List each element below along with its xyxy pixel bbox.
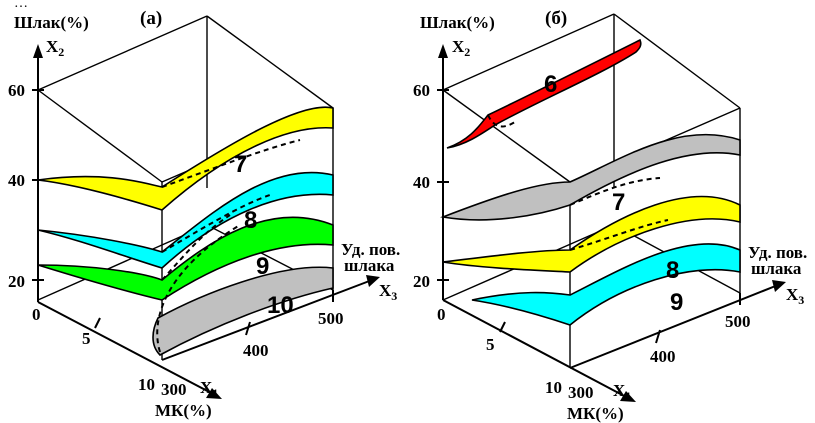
panel-b-x3-tick: 500 <box>725 312 751 331</box>
panel-a-level-label: 10 <box>267 292 294 319</box>
panel-a-x3-arrowhead <box>366 275 380 287</box>
panel-a-level-label: 8 <box>244 207 257 234</box>
panel-b-x2-tick: 20 <box>413 272 430 291</box>
panel-a-surface-cyan <box>37 171 334 269</box>
panel-b-x1-axis <box>442 299 629 399</box>
panel-a-dashed-contour <box>156 224 241 353</box>
panel-b: (б) Шлак(%) X2 60 40 20 0 5 10 300 400 5… <box>413 8 807 423</box>
panel-a-level-label: 7 <box>234 151 247 178</box>
panel-a-x3-name-line2: шлака <box>344 256 395 275</box>
panel-b-x3-arrowhead <box>772 280 786 292</box>
panel-a-x2-tick: 40 <box>8 171 25 190</box>
panel-b-x3-tick: 300 <box>568 383 594 402</box>
panel-b-x1-tick: 10 <box>545 378 562 397</box>
panel-a-x3-tick: 300 <box>161 380 187 399</box>
panel-a-x2-tick: 60 <box>8 81 25 100</box>
panel-b-surface-yellow <box>442 195 741 273</box>
panel-a-dashed-contour <box>161 214 231 281</box>
panel-a-x1-tick: 0 <box>32 305 41 324</box>
panel-a-x3-axis <box>161 279 373 361</box>
panel-b-x3-name-line2: шлака <box>751 259 802 278</box>
panel-a-dashed-contour <box>161 194 271 253</box>
panel-a-x2-arrowhead <box>33 44 43 58</box>
panel-b-x1-tick: 0 <box>437 305 446 324</box>
panel-a-x1-tick: 5 <box>82 329 91 348</box>
panel-a-x2-var: X2 <box>46 37 64 59</box>
panel-a-surface-green <box>37 216 334 301</box>
panel-b-x2-tick: 40 <box>413 173 430 192</box>
panel-b-level-label: 9 <box>670 289 683 316</box>
panel-b-x1-var: X1 <box>613 381 631 403</box>
panel-a-x3-tick: 500 <box>318 309 344 328</box>
panel-b-dashed-contour <box>487 114 516 128</box>
panel-b-x3-name-line1: Уд. пов. <box>748 243 807 262</box>
panel-a-label: (а) <box>140 8 162 29</box>
panel-a-x2-name: Шлак(%) <box>14 13 89 32</box>
panel-a-x1-var: X1 <box>200 378 218 400</box>
panel-b-x1-tick: 5 <box>486 335 495 354</box>
panel-a-x2-tick: 20 <box>8 272 25 291</box>
panel-a-x1-axis <box>37 301 216 396</box>
panel-b-level-label: 7 <box>612 189 625 216</box>
panel-b-x1-name: МК(%) <box>567 404 624 423</box>
panel-b-x2-tick: 60 <box>413 81 430 100</box>
panel-a-surface-gray <box>152 266 334 356</box>
panel-b-x1-arrowhead <box>620 391 636 402</box>
panel-b-x2-name: Шлак(%) <box>420 13 495 32</box>
panel-b-x3-var: X3 <box>786 285 804 307</box>
caption-fragment: … <box>14 0 28 11</box>
panel-b-label: (б) <box>545 8 567 29</box>
panel-b-x3-tick: 400 <box>650 347 676 366</box>
panel-a-x3-tick: 400 <box>243 341 269 360</box>
panel-a-x1-name: МК(%) <box>155 401 212 420</box>
panel-a-x3-var: X3 <box>379 281 397 303</box>
panel-a-x1-arrowhead <box>206 388 222 399</box>
panel-b-x2-arrowhead <box>438 44 448 58</box>
panel-b-dashed-contour <box>569 219 669 251</box>
panel-a-surface-yellow <box>37 106 334 211</box>
panel-b-dashed-contour <box>569 177 661 206</box>
panel-a: (а) Шлак(%) X2 60 40 20 0 5 10 300 400 5… <box>8 8 400 420</box>
panel-a-x1-tick: 10 <box>138 375 155 394</box>
panel-b-level-label: 6 <box>544 71 557 98</box>
panel-b-level-label: 8 <box>666 257 679 284</box>
panel-a-x3-name-line1: Уд. пов. <box>341 240 400 259</box>
panel-a-dashed-contour <box>161 139 301 188</box>
panel-b-x3-axis <box>569 284 779 369</box>
panel-b-surface-gray <box>439 133 741 221</box>
panel-a-level-label: 9 <box>256 253 269 280</box>
panel-b-x2-var: X2 <box>452 37 470 59</box>
panel-b-surface-cyan <box>471 243 741 326</box>
